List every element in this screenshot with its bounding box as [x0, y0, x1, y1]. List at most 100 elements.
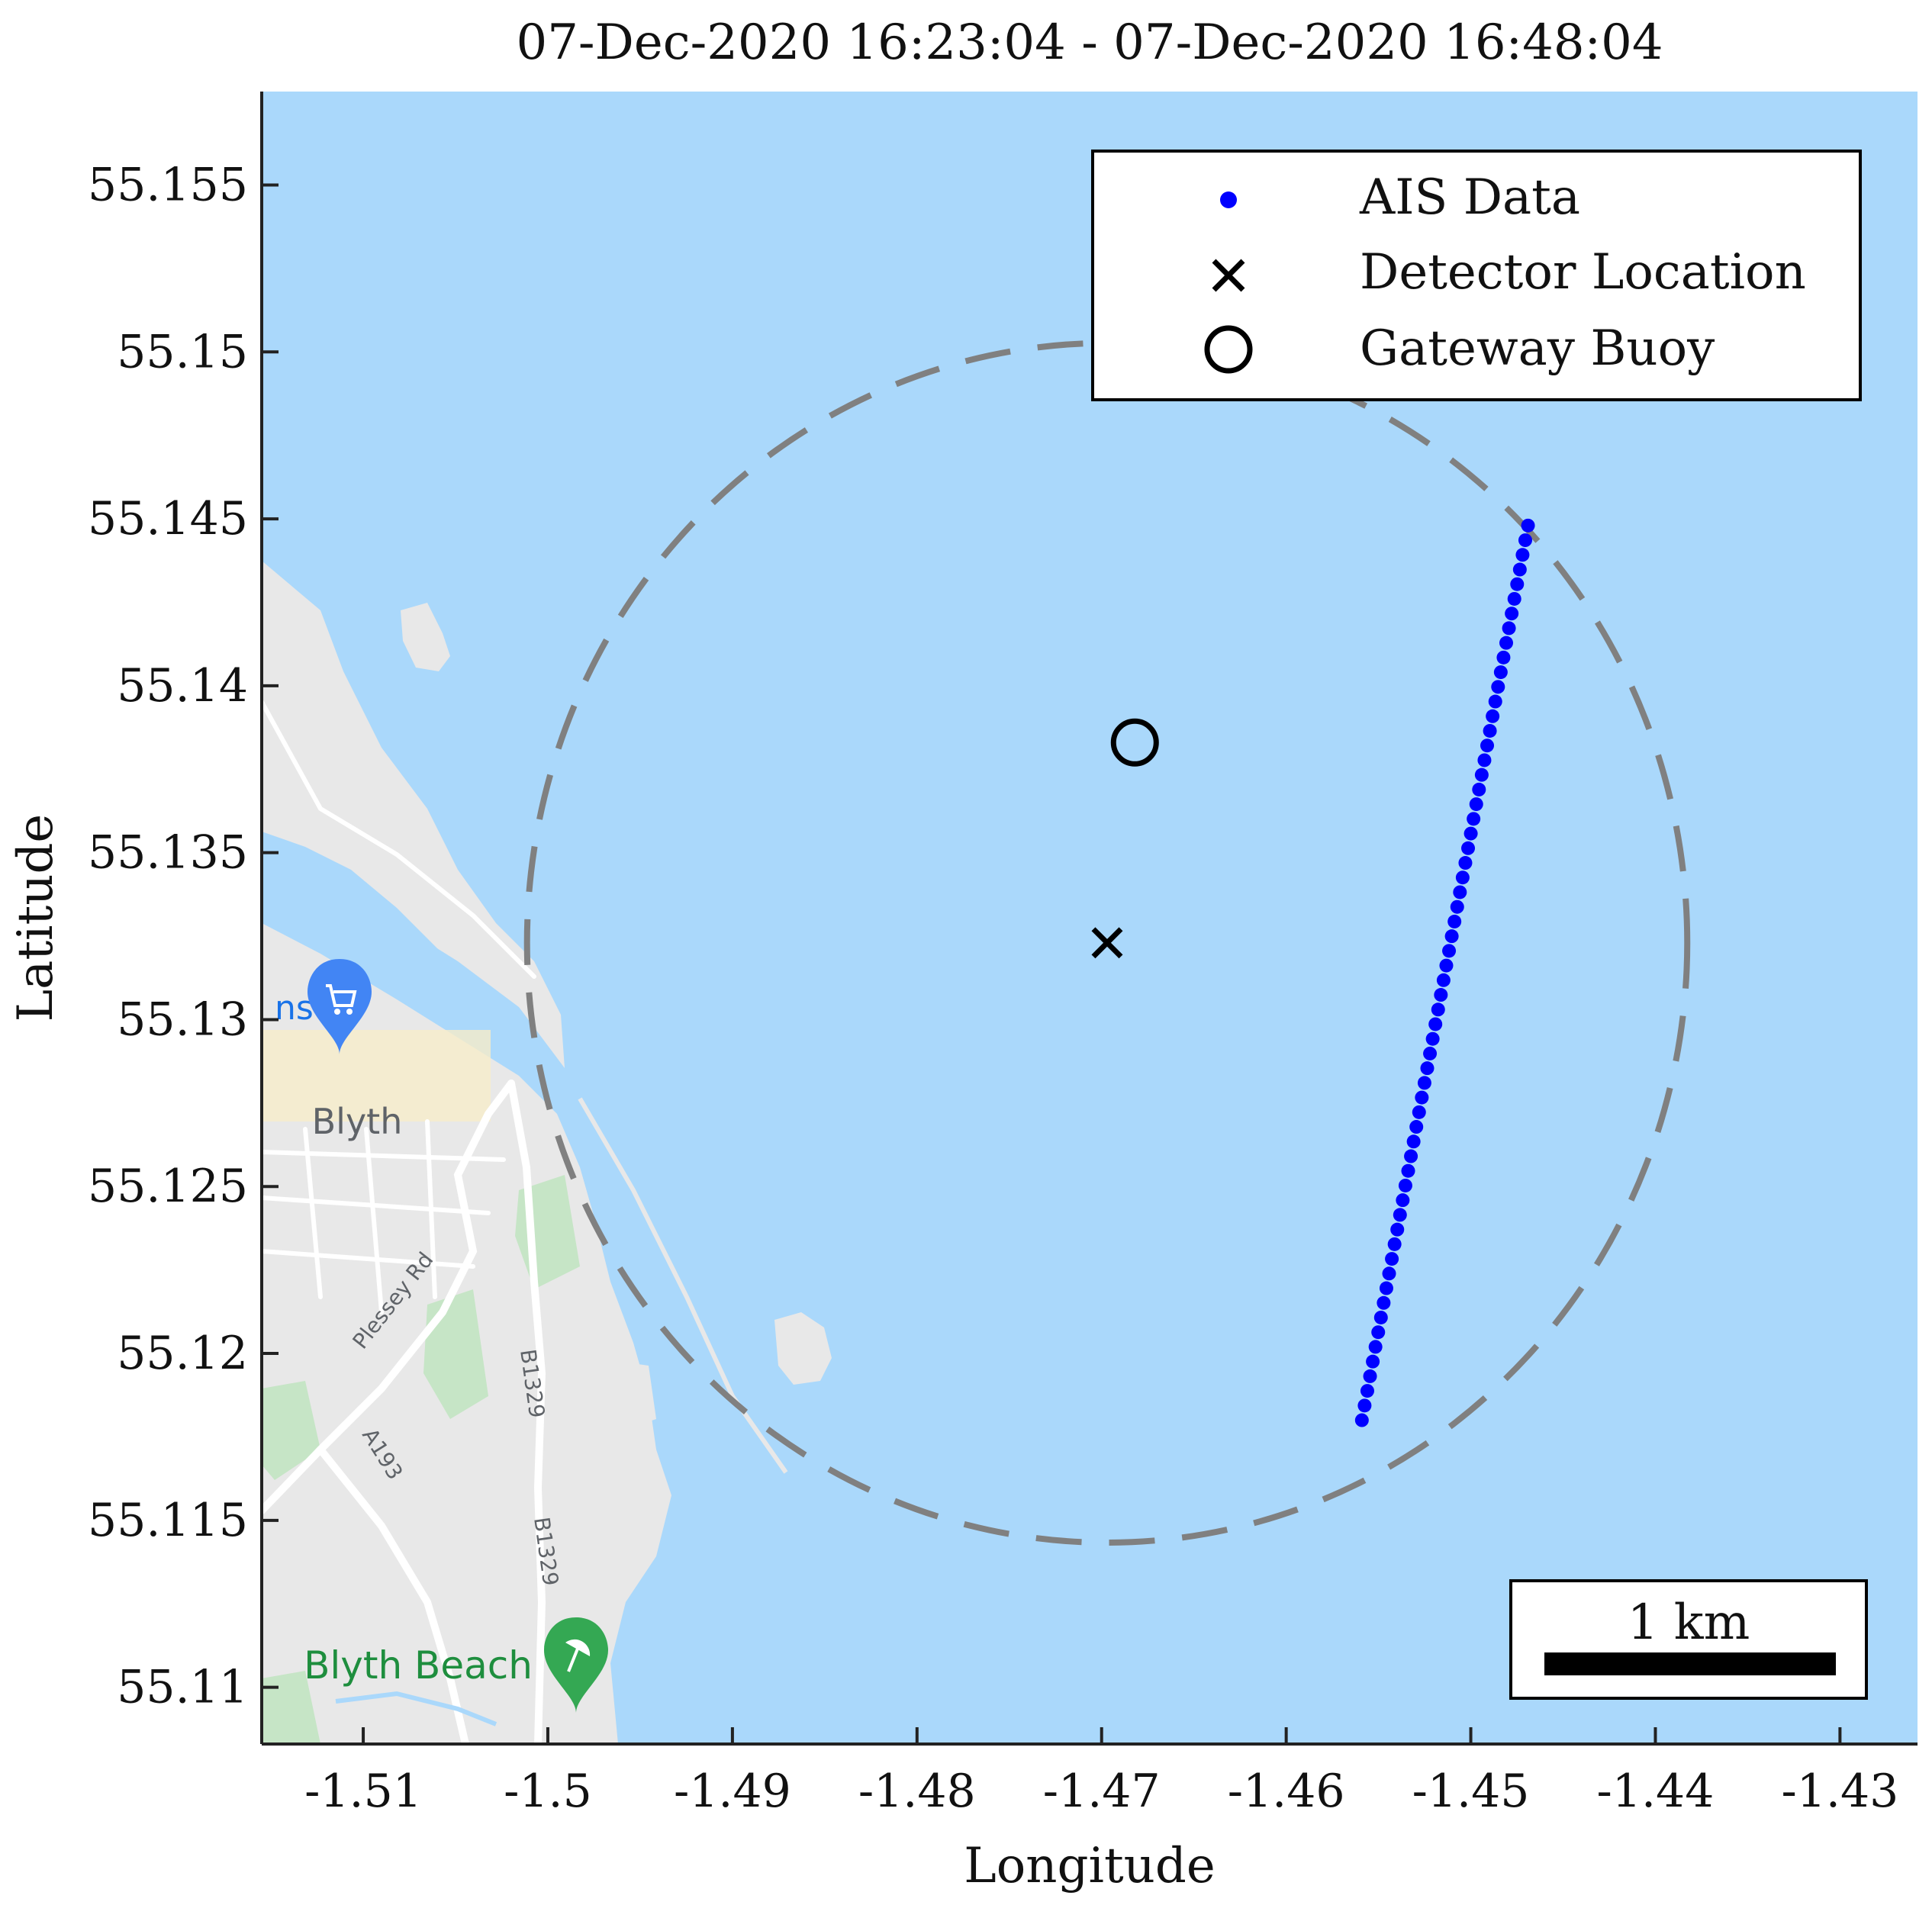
ais-data-point [1368, 1340, 1383, 1354]
ais-data-point [1431, 1002, 1445, 1017]
ais-data-point [1385, 1252, 1399, 1266]
ais-data-point [1382, 1266, 1396, 1281]
y-tick-label: 55.115 [88, 1494, 248, 1547]
x-tick-label: -1.51 [304, 1765, 422, 1818]
y-tick-label: 55.155 [88, 159, 248, 212]
ais-data-point [1354, 1413, 1369, 1427]
ais-data-point [1442, 944, 1457, 958]
legend-ais-marker [1220, 191, 1237, 208]
y-tick-label: 55.145 [88, 492, 248, 545]
ais-data-point [1357, 1398, 1372, 1413]
ais-data-point [1474, 767, 1489, 782]
x-tick-label: -1.43 [1781, 1765, 1898, 1818]
ais-data-point [1439, 958, 1454, 973]
ais-data-point [1521, 518, 1535, 533]
y-tick-label: 55.12 [117, 1327, 248, 1380]
ais-data-point [1453, 885, 1467, 899]
ais-data-point [1480, 739, 1495, 753]
x-axis-ticks: -1.51 -1.5 -1.49 -1.48 -1.47 -1.46 -1.45 -1.44 -… [304, 1727, 1898, 1818]
ais-data-point [1507, 591, 1521, 606]
ais-data-point [1502, 621, 1516, 636]
road-network [262, 700, 546, 1744]
ais-data-point [1360, 1384, 1374, 1398]
ais-data-point [1461, 841, 1476, 855]
detection-range-circle [523, 339, 1691, 1546]
ais-data-point [1444, 929, 1459, 944]
legend: AIS Data Detector Location Gateway Buoy [1091, 150, 1862, 401]
legend-buoy-label: Gateway Buoy [1360, 320, 1715, 377]
ais-data-point [1423, 1046, 1438, 1060]
coast-stream [335, 1691, 497, 1726]
scale-bar-label: 1 km [1628, 1594, 1750, 1651]
ais-data-point [1477, 753, 1492, 767]
ais-data-point [1401, 1163, 1415, 1178]
x-tick-label: -1.44 [1597, 1765, 1715, 1818]
ais-data-point [1467, 812, 1481, 826]
map-label-partial: ns [275, 989, 314, 1028]
gateway-buoy-marker [1110, 718, 1159, 767]
ais-data-point [1450, 899, 1464, 914]
ais-data-point [1455, 870, 1470, 885]
scale-bar: 1 km [1509, 1579, 1868, 1700]
x-tick-label: -1.49 [674, 1765, 791, 1818]
legend-ais-label: AIS Data [1359, 169, 1580, 226]
ais-data-point [1447, 914, 1462, 928]
legend-detector-label: Detector Location [1360, 244, 1806, 301]
scale-bar-line [1544, 1652, 1836, 1675]
detector-location-marker [1091, 927, 1123, 959]
y-tick-label: 55.11 [117, 1661, 248, 1714]
chart-title: 07-Dec-2020 16:23:04 - 07-Dec-2020 16:48… [516, 14, 1663, 71]
beach-pin-icon [544, 1617, 608, 1713]
ais-data-series [1354, 518, 1535, 1427]
ais-data-point [1406, 1134, 1421, 1149]
x-tick-label: -1.48 [858, 1765, 976, 1818]
quay [595, 1358, 656, 1434]
ais-data-point [1412, 1105, 1426, 1119]
y-axis-label: Latitude [8, 814, 64, 1022]
shopping-pin-icon [308, 959, 372, 1054]
ais-data-point [1515, 548, 1530, 562]
ais-data-point [1379, 1281, 1393, 1295]
map-label-blyth-beach: Blyth Beach [304, 1643, 533, 1688]
ais-data-point [1434, 988, 1448, 1002]
x-tick-label: -1.47 [1043, 1765, 1161, 1818]
ais-data-point [1371, 1325, 1386, 1340]
scale-bar-box [1509, 1579, 1868, 1700]
ais-data-point [1472, 782, 1486, 796]
island-south [774, 1312, 832, 1385]
x-tick-label: -1.46 [1228, 1765, 1345, 1818]
y-tick-label: 55.14 [117, 659, 248, 713]
ais-data-point [1417, 1076, 1431, 1090]
y-tick-label: 55.13 [117, 993, 248, 1046]
ais-data-point [1512, 562, 1527, 577]
y-tick-label: 55.135 [88, 826, 248, 880]
ais-data-point [1499, 636, 1513, 650]
ais-data-point [1463, 826, 1478, 841]
x-tick-label: -1.45 [1412, 1765, 1530, 1818]
y-tick-label: 55.125 [88, 1160, 248, 1213]
ais-data-point [1458, 856, 1473, 870]
ais-data-point [1496, 650, 1511, 664]
y-tick-label: 55.15 [117, 325, 248, 378]
ais-data-point [1377, 1295, 1391, 1310]
legend-detector-marker [1212, 259, 1245, 292]
ais-data-point [1493, 665, 1508, 680]
ais-data-point [1366, 1354, 1380, 1369]
breakwater [578, 1097, 788, 1474]
ais-data-point [1483, 723, 1497, 738]
town-center [262, 1030, 491, 1121]
park-4 [262, 1671, 320, 1744]
ais-data-point [1415, 1090, 1429, 1105]
legend-buoy-marker [1204, 325, 1253, 374]
map-label-blyth: Blyth [312, 1101, 403, 1142]
ais-data-point [1469, 797, 1483, 812]
river [262, 847, 580, 1099]
ais-data-point [1373, 1310, 1388, 1324]
ais-data-point [1488, 694, 1502, 709]
ais-data-point [1491, 680, 1505, 694]
ais-data-point [1510, 577, 1525, 591]
ais-data-point [1436, 973, 1451, 987]
ais-data-point [1393, 1208, 1407, 1222]
